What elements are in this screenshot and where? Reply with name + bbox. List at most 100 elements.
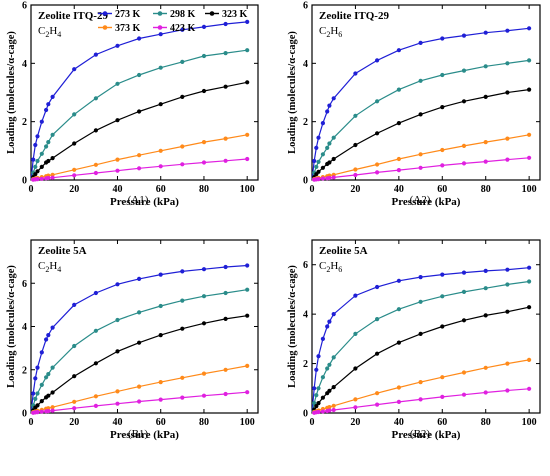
data-point <box>158 272 163 277</box>
data-point <box>93 394 98 399</box>
data-point <box>50 175 55 180</box>
y-axis-label: Loading (molecules/α-cage) <box>287 31 298 154</box>
data-point <box>320 375 325 380</box>
data-point <box>201 267 207 272</box>
legend-label: 323 K <box>222 9 248 20</box>
panel-a2: 0 20 40 60 80 100 0 2 4 6 Pressure (kPa) Loading (m… <box>287 1 541 208</box>
data-point <box>461 270 467 275</box>
data-point <box>505 157 510 162</box>
y-tick-label: 0 <box>22 409 27 420</box>
gas-symbol: H <box>49 25 57 37</box>
data-point <box>35 134 40 139</box>
gas-subscript: 4 <box>57 265 61 274</box>
data-point <box>527 305 532 310</box>
data-point <box>375 131 380 136</box>
data-point <box>320 165 325 170</box>
data-point <box>331 175 336 180</box>
data-point <box>201 321 207 326</box>
data-point <box>180 298 185 303</box>
data-point <box>201 393 207 398</box>
data-point <box>33 142 38 148</box>
data-point <box>327 141 332 146</box>
data-point <box>93 361 98 366</box>
gas-subscript: 2 <box>326 265 330 274</box>
data-point <box>353 293 358 298</box>
panel-label: (A1) <box>128 194 149 206</box>
data-point <box>316 409 321 415</box>
data-point <box>314 367 319 372</box>
data-point <box>418 275 423 280</box>
data-point <box>461 392 467 397</box>
data-point <box>137 36 142 41</box>
chart-title: Zeolite 5A <box>38 245 87 257</box>
series-line-323k <box>30 81 248 181</box>
x-tick-label: 20 <box>69 184 79 195</box>
data-point <box>375 351 380 356</box>
data-point <box>505 61 510 66</box>
x-tick-label: 0 <box>29 417 34 428</box>
data-point <box>440 72 445 78</box>
data-point <box>137 276 142 281</box>
data-point <box>418 40 423 46</box>
data-point <box>180 27 185 32</box>
series-line-323k <box>311 306 530 414</box>
data-point <box>396 48 401 53</box>
data-point <box>72 343 77 349</box>
data-point <box>418 165 423 170</box>
data-point <box>353 366 358 371</box>
data-point <box>33 172 38 177</box>
data-point <box>483 286 488 291</box>
x-tick-label: 20 <box>69 417 79 428</box>
legend-label: 273 K <box>115 9 141 20</box>
data-point <box>115 282 120 287</box>
data-point <box>375 391 380 396</box>
x-tick-label: 100 <box>240 417 255 428</box>
y-tick-label: 0 <box>303 409 308 420</box>
data-point <box>440 105 445 110</box>
data-point <box>396 121 401 126</box>
data-point <box>158 303 163 309</box>
y-tick-label: 2 <box>303 117 308 128</box>
x-tick-label: 60 <box>156 184 166 195</box>
data-point <box>375 402 380 407</box>
data-point <box>223 316 228 321</box>
data-point <box>440 294 445 299</box>
series-line-373k <box>311 359 530 414</box>
data-point <box>320 409 325 414</box>
data-point <box>483 390 488 395</box>
data-point <box>440 272 445 277</box>
plot-frame <box>311 4 541 181</box>
data-point <box>201 24 207 29</box>
x-tick-label: 60 <box>437 417 447 428</box>
data-point <box>33 396 38 401</box>
data-point <box>137 310 142 315</box>
data-point <box>35 158 40 164</box>
data-point <box>320 176 325 181</box>
data-point <box>527 26 532 31</box>
data-point <box>314 164 319 169</box>
data-point <box>158 65 163 70</box>
data-point <box>115 168 120 173</box>
gas-subscript: 2 <box>45 265 49 274</box>
data-point <box>72 399 77 404</box>
data-point <box>396 278 401 283</box>
chart-title: Zeolite ITQ-29 <box>38 10 108 22</box>
data-point <box>327 319 332 324</box>
data-point <box>527 155 532 160</box>
data-point <box>440 394 445 399</box>
plot-frame <box>30 4 259 181</box>
data-point <box>115 157 120 162</box>
data-point <box>137 340 142 345</box>
data-point <box>35 177 40 182</box>
x-tick-label: 80 <box>199 417 209 428</box>
data-point <box>461 33 467 38</box>
gas-symbol: C <box>319 25 326 37</box>
y-tick-label: 0 <box>22 176 27 187</box>
data-point <box>223 158 228 163</box>
data-point <box>93 403 98 408</box>
data-point <box>396 156 401 162</box>
data-point <box>158 380 163 385</box>
data-point <box>353 71 358 76</box>
data-point <box>483 313 488 318</box>
